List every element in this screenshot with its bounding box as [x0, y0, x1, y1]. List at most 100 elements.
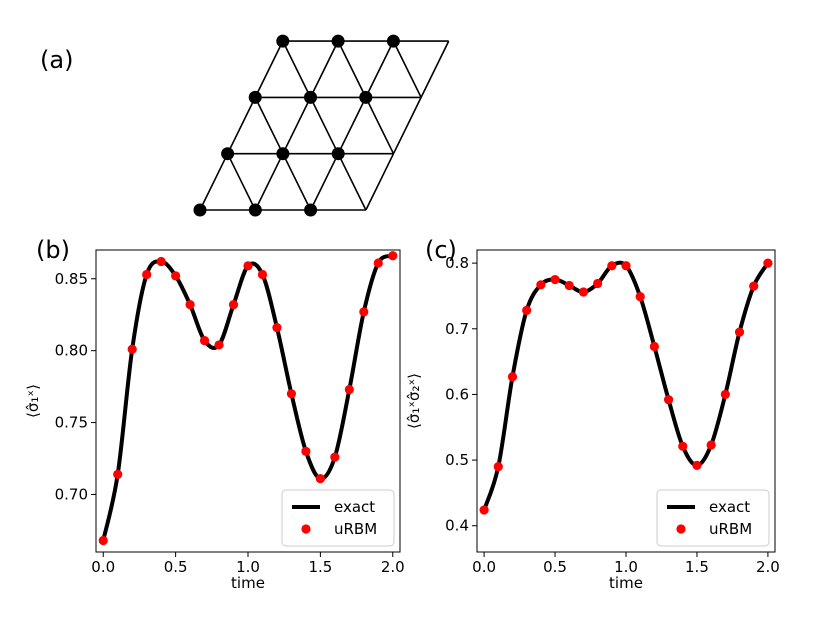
chart-b: 0.0 0.5 1.0 1.5 2.0 0.70 0.75 0.80 0.85 time ⟨σ̂₁ˣ…	[24, 249, 405, 592]
y-tick-label: 0.8	[445, 254, 469, 272]
x-tick-label: 0.0	[91, 558, 115, 576]
legend-exact-label: exact	[709, 498, 750, 516]
urbm-point	[272, 323, 282, 333]
x-tick-label: 2.0	[756, 558, 780, 576]
lattice-bond	[392, 97, 422, 155]
x-tick-label: 2.0	[381, 558, 405, 576]
lattice-bond	[420, 40, 450, 98]
y-axis-label: ⟨σ̂₁ˣσ̂₂ˣ⟩	[405, 373, 423, 429]
urbm-point	[649, 341, 659, 352]
x-tick-label: 0.5	[543, 558, 567, 576]
x-tick-label: 1.0	[236, 558, 260, 576]
urbm-point	[228, 300, 239, 310]
lattice-site	[221, 147, 235, 161]
x-axis-label: time	[231, 574, 265, 592]
lattice-bond	[309, 153, 339, 211]
lattice-site	[386, 34, 400, 48]
urbm-point	[98, 535, 108, 546]
urbm-point	[663, 395, 674, 405]
urbm-point	[749, 281, 759, 291]
lattice-bond	[309, 40, 339, 98]
urbm-point	[330, 452, 340, 462]
lattice-site	[248, 90, 262, 104]
x-tick-label: 1.0	[614, 558, 638, 576]
urbm-point	[286, 389, 297, 399]
urbm-point	[479, 505, 489, 515]
lattice-site	[331, 147, 345, 161]
urbm-point	[127, 344, 137, 354]
urbm-point	[578, 287, 589, 297]
urbm-point	[373, 258, 383, 268]
lattice-bond	[199, 153, 229, 211]
y-tick-label: 0.4	[445, 517, 469, 535]
lattice-bond	[254, 153, 284, 211]
urbm-point	[142, 269, 152, 280]
urbm-point	[301, 446, 311, 456]
urbm-point	[171, 271, 181, 281]
legend-box	[656, 489, 770, 547]
urbm-point	[388, 251, 398, 261]
urbm-point	[564, 280, 574, 291]
urbm-point	[507, 372, 518, 382]
x-tick-label: 1.5	[685, 558, 709, 576]
urbm-point	[243, 261, 253, 271]
x-axis-label: time	[609, 574, 643, 592]
x-tick-label: 0.0	[472, 558, 496, 576]
lattice-bond	[226, 97, 256, 155]
lattice-bond	[392, 40, 422, 98]
lattice-site	[304, 203, 318, 217]
y-tick-label: 0.7	[445, 320, 469, 338]
lattice-bond	[365, 40, 395, 98]
urbm-point	[720, 389, 730, 400]
legend-exact-label: exact	[334, 498, 375, 516]
lattice-site	[276, 147, 290, 161]
lattice-bond	[254, 97, 284, 155]
lattice-bond	[337, 153, 367, 211]
urbm-point	[734, 327, 745, 337]
y-tick-label: 0.80	[55, 342, 88, 360]
urbm-point	[315, 474, 325, 484]
legend-urbm-label: uRBM	[709, 520, 752, 538]
lattice-site	[359, 90, 373, 104]
lattice-bond	[226, 153, 257, 211]
urbm-point	[536, 280, 546, 290]
panel-a-label: (a)	[40, 46, 73, 74]
y-tick-label: 0.85	[55, 270, 88, 288]
lattice-bond	[282, 97, 312, 155]
urbm-point	[607, 261, 617, 271]
urbm-point	[199, 336, 210, 346]
exact-series-line	[482, 260, 770, 511]
legend-urbm-swatch	[301, 524, 311, 534]
urbm-point	[113, 469, 123, 479]
lattice-bond	[282, 153, 312, 211]
urbm-point	[550, 274, 560, 285]
chart-c: 0.0 0.5 1.0 1.5 2.0 0.4 0.5 0.6 0.7 0.8 time ⟨σ̂₁ˣσ…	[405, 249, 780, 592]
lattice-bond	[254, 40, 284, 98]
x-tick-label: 1.5	[308, 558, 332, 576]
urbm-point	[359, 307, 369, 317]
lattice-site	[193, 203, 207, 217]
y-tick-label: 0.6	[445, 385, 469, 403]
urbm-point	[214, 340, 224, 350]
urbm-point	[593, 278, 603, 289]
legend-urbm-label: uRBM	[334, 520, 377, 538]
lattice-site	[276, 34, 290, 48]
urbm-point	[185, 300, 195, 310]
lattice-site	[304, 90, 317, 104]
y-tick-label: 0.70	[55, 485, 88, 503]
y-tick-label: 0.75	[55, 414, 88, 432]
urbm-point	[522, 305, 532, 315]
urbm-point	[621, 261, 631, 271]
urbm-point	[493, 462, 503, 472]
lattice-bond	[309, 97, 339, 155]
lattice-bond	[365, 97, 395, 155]
urbm-point	[635, 292, 645, 302]
legend-box	[281, 489, 395, 547]
lattice-bond	[337, 40, 367, 98]
urbm-point	[763, 258, 773, 268]
lattice-bond	[365, 153, 395, 211]
urbm-point	[257, 269, 268, 280]
panel-b-label: (b)	[36, 236, 70, 264]
urbm-point	[706, 440, 716, 450]
